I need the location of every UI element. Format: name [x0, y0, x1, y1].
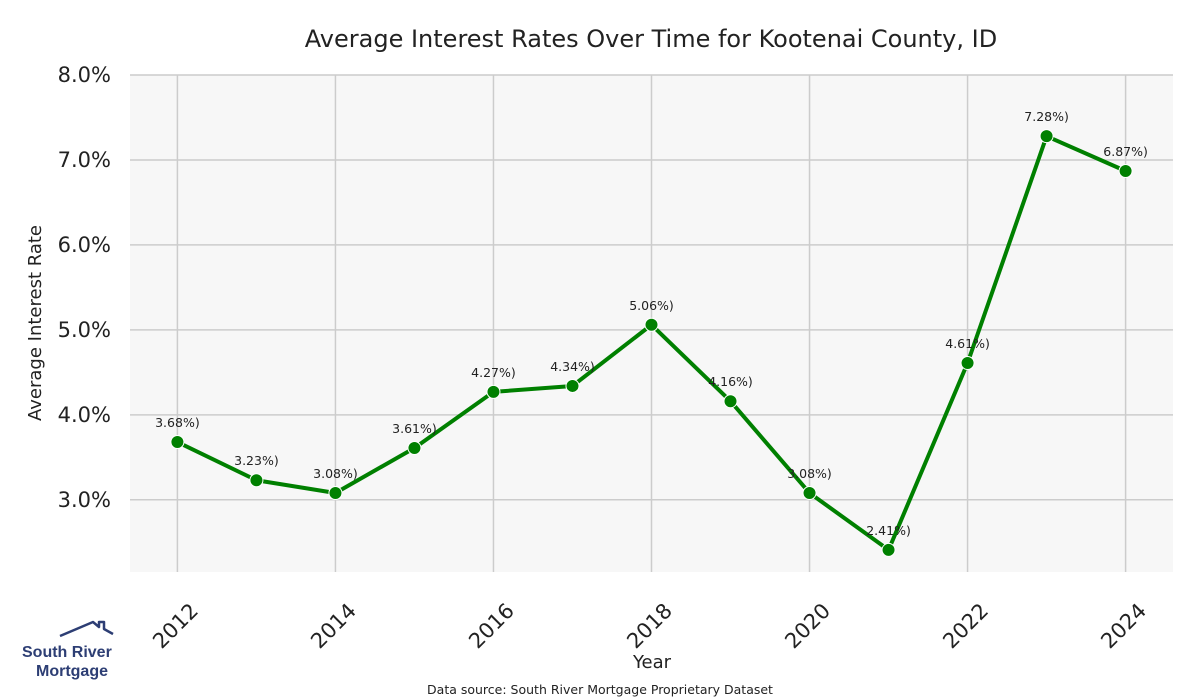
y-tick-label: 4.0%: [58, 403, 111, 427]
logo-line-2: Mortgage: [36, 663, 108, 680]
x-tick-label: 2024: [1096, 599, 1151, 654]
chart-title: Average Interest Rates Over Time for Koo…: [305, 25, 997, 53]
data-label: 7.28%): [1024, 109, 1069, 124]
data-point: [881, 542, 896, 557]
x-axis-label: Year: [632, 652, 672, 673]
x-tick-label: 2012: [148, 599, 203, 654]
data-label: 6.87%): [1103, 144, 1148, 159]
data-point: [723, 394, 738, 409]
x-tick-label: 2020: [780, 599, 835, 654]
logo-line-1: South River: [22, 644, 112, 661]
data-label: 3.08%): [313, 466, 358, 481]
house-icon: [59, 620, 114, 638]
data-label: 3.61%): [392, 421, 437, 436]
data-label: 3.68%): [155, 415, 200, 430]
data-point: [170, 435, 185, 450]
data-point: [565, 378, 580, 393]
y-axis-ticks: 3.0% 4.0% 5.0% 6.0% 7.0% 8.0%: [58, 63, 111, 512]
x-tick-label: 2014: [306, 599, 361, 654]
x-tick-label: 2018: [622, 599, 677, 654]
data-point: [802, 485, 817, 500]
y-tick-label: 6.0%: [58, 233, 111, 257]
data-label: 4.61%): [945, 336, 990, 351]
y-tick-label: 7.0%: [58, 148, 111, 172]
data-points: [170, 129, 1133, 557]
company-logo: South River Mortgage: [22, 620, 114, 680]
data-point: [486, 384, 501, 399]
y-tick-label: 8.0%: [58, 63, 111, 87]
data-point: [960, 356, 975, 371]
data-point: [249, 473, 264, 488]
data-label: 5.06%): [629, 298, 674, 313]
y-tick-label: 3.0%: [58, 488, 111, 512]
y-tick-label: 5.0%: [58, 318, 111, 342]
data-label: 4.27%): [471, 365, 516, 380]
x-tick-label: 2022: [938, 599, 993, 654]
data-label: 3.23%): [234, 453, 279, 468]
data-point: [644, 317, 659, 332]
data-label: 4.16%): [708, 374, 753, 389]
data-label: 3.08%): [787, 466, 832, 481]
y-axis-label: Average Interest Rate: [25, 225, 46, 421]
data-point: [1039, 129, 1054, 144]
data-point: [407, 440, 422, 455]
data-source-note: Data source: South River Mortgage Propri…: [427, 682, 773, 697]
data-point: [1118, 164, 1133, 179]
data-label: 4.34%): [550, 359, 595, 374]
data-point: [328, 485, 343, 500]
x-axis-ticks: 2012 2014 2016 2018 2020 2022 2024: [148, 599, 1151, 654]
x-tick-label: 2016: [464, 599, 519, 654]
data-labels: 3.68%) 3.23%) 3.08%) 3.61%) 4.27%) 4.34%) 5.06…: [155, 109, 1148, 538]
data-label: 2.41%): [866, 523, 911, 538]
